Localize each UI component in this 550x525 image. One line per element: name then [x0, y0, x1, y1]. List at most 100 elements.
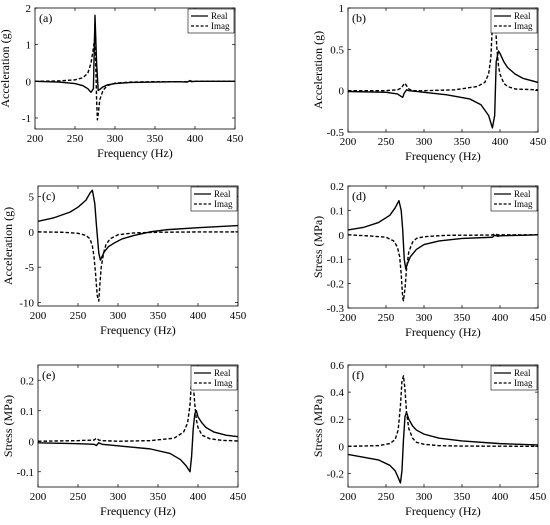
panel-6: 200 250 300 350 400 450 -0.2 0 0.2 0.4 0.6 Frequenc…: [311, 360, 547, 518]
y-tick-label: 0.2: [330, 181, 344, 193]
series-line-real: [348, 199, 538, 270]
panel-label: (e): [42, 368, 55, 382]
legend-label-imag: Imag: [211, 21, 230, 31]
legend-label-imag: Imag: [514, 378, 533, 388]
panel-1: 200 250 300 350 400 450 -1 0 1 2 Frequency (Hz) Acc…: [0, 3, 244, 160]
x-tick-label: 200: [27, 133, 44, 145]
panel-label: (b): [352, 11, 366, 25]
x-axis-label: Frequency (Hz): [405, 149, 481, 163]
plot-frame: [34, 7, 236, 130]
legend-label-imag: Imag: [214, 199, 233, 209]
x-tick-label: 250: [378, 491, 395, 503]
x-tick-label: 450: [230, 491, 247, 503]
x-tick-label: 250: [70, 491, 87, 503]
x-tick-label: 300: [416, 136, 433, 148]
y-tick-label: 0: [339, 230, 345, 242]
legend-label-imag: Imag: [514, 199, 533, 209]
panel-label: (a): [39, 11, 52, 25]
legend-box: [190, 365, 238, 391]
plot-frame: [347, 364, 539, 488]
y-tick-label: 0.1: [330, 205, 344, 217]
y-tick-label: 0: [26, 76, 32, 88]
x-tick-label: 450: [230, 310, 247, 322]
y-tick-label: 0.5: [330, 44, 344, 56]
x-tick-label: 250: [378, 312, 395, 324]
panel-4: 200 250 300 350 400 450 -0.3 -0.2 -0.1 0 0.1 0.2 Fre…: [311, 181, 547, 339]
legend-box: [490, 186, 538, 212]
x-tick-label: 400: [492, 136, 509, 148]
y-tick-label: -0.2: [327, 279, 344, 291]
x-tick-label: 300: [416, 312, 433, 324]
x-tick-label: 350: [147, 133, 164, 145]
series-line-real: [348, 411, 538, 484]
legend-label-real: Real: [214, 189, 231, 199]
x-axis-label: Frequency (Hz): [100, 504, 176, 518]
x-axis-label: Frequency (Hz): [405, 325, 481, 339]
x-tick-label: 400: [187, 133, 204, 145]
x-tick-label: 200: [30, 491, 47, 503]
y-tick-label: 0: [29, 436, 35, 448]
y-tick-label: 0.4: [330, 387, 344, 399]
x-tick-label: 200: [30, 310, 47, 322]
y-tick-label: 2: [26, 3, 32, 15]
panel-label: (d): [352, 189, 366, 203]
y-tick-label: 0.2: [330, 414, 344, 426]
legend-label-real: Real: [214, 368, 231, 378]
y-tick-label: 0: [339, 441, 345, 453]
y-tick-label: -1: [22, 113, 31, 125]
series-group: [38, 189, 238, 302]
x-tick-label: 200: [340, 136, 357, 148]
y-axis-label: Acceleration (g): [1, 207, 15, 285]
y-tick-label: 0.2: [20, 375, 34, 387]
legend-box: [187, 8, 235, 34]
x-tick-label: 450: [530, 312, 547, 324]
x-axis-label: Frequency (Hz): [100, 323, 176, 337]
panel-5: 200 250 300 350 400 450 -0.1 0 0.1 0.2 Frequency (…: [1, 364, 247, 518]
y-axis-label: Acceleration (g): [0, 29, 12, 107]
y-tick-label: -5: [25, 262, 35, 274]
x-axis-label: Frequency (Hz): [405, 504, 481, 518]
x-tick-label: 250: [378, 136, 395, 148]
series-line-imag: [38, 379, 238, 442]
series-group: [348, 375, 538, 484]
series-line-imag: [38, 231, 238, 302]
x-tick-label: 400: [190, 491, 207, 503]
series-group: [348, 15, 538, 129]
y-tick-label: 5: [29, 192, 35, 204]
plot-frame: [347, 185, 539, 309]
series-line-real: [38, 410, 238, 473]
series-group: [38, 379, 238, 473]
y-tick-label: -0.1: [327, 254, 344, 266]
x-tick-label: 400: [492, 491, 509, 503]
legend-box: [490, 365, 538, 391]
x-tick-label: 450: [530, 491, 547, 503]
y-tick-label: -0.2: [327, 468, 344, 480]
legend-label-real: Real: [514, 189, 531, 199]
y-tick-label: -0.1: [17, 467, 34, 479]
legend-label-real: Real: [514, 368, 531, 378]
x-tick-label: 400: [492, 312, 509, 324]
x-tick-label: 450: [227, 133, 244, 145]
x-tick-label: 200: [340, 491, 357, 503]
plot-frame: [37, 364, 239, 488]
y-axis-label: Stress (MPa): [311, 395, 325, 457]
y-tick-label: -0.3: [327, 303, 345, 315]
plot-frame: [347, 7, 539, 133]
y-tick-label: 0: [339, 86, 345, 98]
x-tick-label: 450: [530, 136, 547, 148]
x-tick-label: 350: [454, 136, 471, 148]
series-line-imag: [348, 375, 538, 448]
series-line-imag: [348, 233, 538, 302]
legend-label-real: Real: [514, 11, 531, 21]
x-tick-label: 400: [190, 310, 207, 322]
y-tick-label: 1: [26, 40, 32, 52]
x-tick-label: 350: [150, 310, 167, 322]
x-tick-label: 350: [454, 491, 471, 503]
y-tick-label: 0.6: [330, 360, 344, 372]
